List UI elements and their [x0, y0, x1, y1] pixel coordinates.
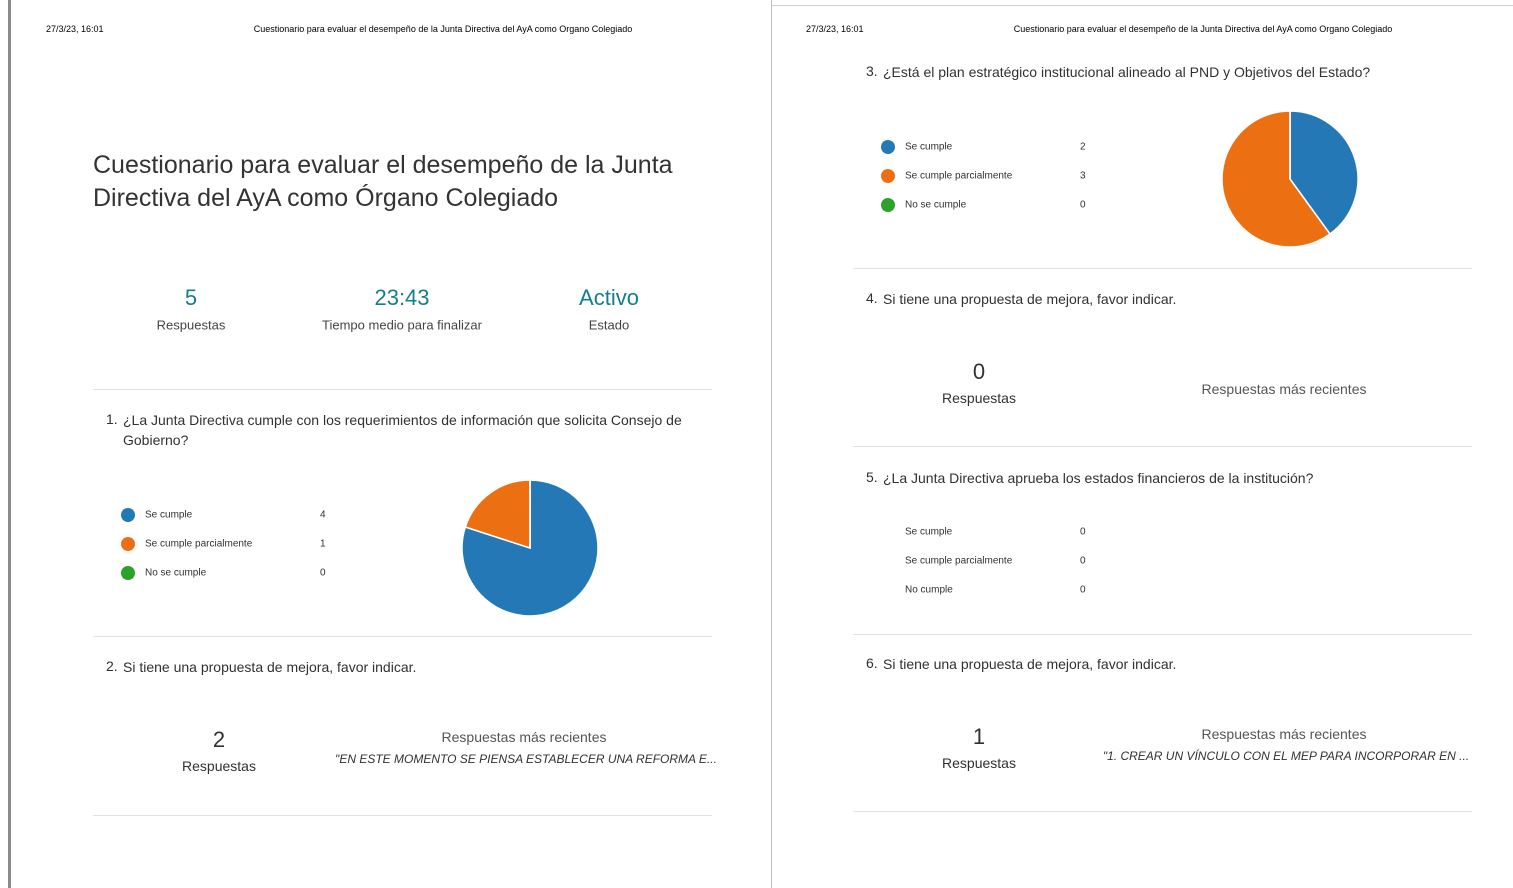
- stat-label: Respuestas: [156, 317, 226, 333]
- option-count: 0: [1080, 526, 1086, 538]
- question-text: Si tiene una propuesta de mejora, favor …: [883, 656, 1177, 672]
- question-text: ¿Está el plan estratégico institucional …: [883, 64, 1371, 80]
- page-divider: [771, 0, 772, 888]
- option-count: 3: [1080, 170, 1086, 182]
- question-text: Si tiene una propuesta de mejora, favor …: [123, 659, 417, 675]
- response-label: Respuestas: [182, 758, 256, 774]
- form-title: Cuestionario para evaluar el desempeño d…: [93, 151, 673, 212]
- separator: [853, 811, 1472, 812]
- legend-dot: [881, 198, 895, 212]
- legend-dot: [881, 140, 895, 154]
- option-count: 1: [320, 538, 326, 550]
- recent-response: "1. CREAR UN VÍNCULO CON EL MEP PARA INC…: [1102, 749, 1470, 763]
- question-number: 3.: [866, 63, 878, 79]
- page-edge: [772, 5, 1513, 6]
- legend-dot: [121, 566, 135, 580]
- option-label: Se cumple: [905, 526, 953, 538]
- pie-slice: [1221, 110, 1332, 248]
- option-label: Se cumple parcialmente: [145, 538, 253, 550]
- option-count: 2: [1080, 141, 1086, 153]
- option-label: No cumple: [905, 584, 953, 596]
- separator: [93, 636, 712, 637]
- stat-value: 5: [184, 285, 198, 310]
- response-label: Respuestas: [942, 755, 1016, 771]
- option-count: 0: [1080, 555, 1086, 567]
- option-count: 0: [320, 567, 326, 579]
- pie-slice: [1289, 110, 1359, 236]
- response-label: Respuestas: [942, 390, 1016, 406]
- separator: [93, 815, 712, 816]
- header-date: 27/3/23, 16:01: [806, 24, 864, 34]
- question-number: 4.: [866, 290, 878, 306]
- question-number: 5.: [866, 469, 878, 485]
- option-count: 4: [320, 509, 326, 521]
- header-title: Cuestionario para evaluar el desempeño d…: [253, 24, 633, 34]
- pie-chart: [461, 479, 599, 617]
- separator: [853, 634, 1472, 635]
- option-count: 0: [1080, 199, 1086, 211]
- question-text: ¿La Junta Directiva cumple con los reque…: [123, 412, 682, 448]
- question-number: 6.: [866, 655, 878, 671]
- option-count: 0: [1080, 584, 1086, 596]
- pie-slice: [461, 479, 599, 617]
- option-label: No se cumple: [905, 199, 967, 211]
- pie-slice: [464, 479, 531, 550]
- option-label: Se cumple parcialmente: [905, 170, 1013, 182]
- question-text: ¿La Junta Directiva aprueba los estados …: [883, 470, 1314, 486]
- pie-chart: [1221, 110, 1359, 248]
- stat-label: Estado: [588, 317, 630, 333]
- option-label: No se cumple: [145, 567, 207, 579]
- separator: [853, 268, 1472, 269]
- separator: [853, 446, 1472, 447]
- stat-label: Tiempo medio para finalizar: [322, 317, 482, 333]
- page-edge: [8, 0, 11, 888]
- recent-response: "EN ESTE MOMENTO SE PIENSA ESTABLECER UN…: [335, 752, 717, 766]
- header-title: Cuestionario para evaluar el desempeño d…: [1013, 24, 1393, 34]
- stat-value: 23:43: [374, 285, 430, 310]
- option-label: Se cumple parcialmente: [905, 555, 1013, 567]
- header-date: 27/3/23, 16:01: [46, 24, 104, 34]
- question-text: Si tiene una propuesta de mejora, favor …: [883, 291, 1177, 307]
- legend-dot: [121, 537, 135, 551]
- response-count: 0: [972, 359, 986, 384]
- response-count: 1: [972, 724, 986, 749]
- option-label: Se cumple: [145, 509, 193, 521]
- question-number: 2.: [106, 658, 118, 674]
- recent-label: Respuestas más recientes: [441, 729, 607, 745]
- separator: [93, 389, 712, 390]
- legend-dot: [881, 169, 895, 183]
- response-count: 2: [212, 727, 226, 752]
- recent-label: Respuestas más recientes: [1201, 381, 1367, 397]
- stat-value: Activo: [579, 285, 639, 310]
- recent-label: Respuestas más recientes: [1201, 726, 1367, 742]
- question-number: 1.: [106, 411, 118, 427]
- legend-dot: [121, 508, 135, 522]
- option-label: Se cumple: [905, 141, 953, 153]
